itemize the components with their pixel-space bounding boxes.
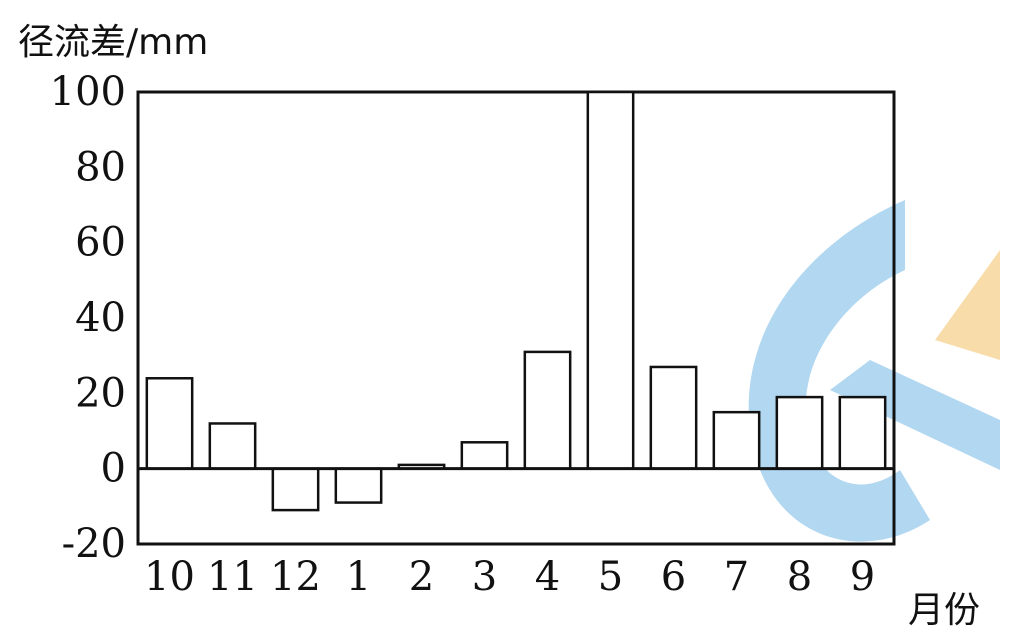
y-axis-ticks: 100 80 60 40 20 0 -20 <box>50 69 126 567</box>
bar-6 <box>649 365 698 470</box>
x-tick-label: 1 <box>346 554 371 600</box>
x-tick-label: 9 <box>850 554 875 600</box>
y-tick-label: 40 <box>75 295 126 341</box>
y-tick-label: 100 <box>50 69 126 115</box>
bar-4 <box>523 350 572 470</box>
x-axis-ticks: 10 11 12 1 2 3 4 5 6 7 8 9 <box>144 554 875 600</box>
x-axis-title: 月份 <box>908 590 980 631</box>
x-tick-label: 6 <box>661 554 686 600</box>
x-tick-label: 10 <box>144 554 195 600</box>
y-tick-label: 60 <box>75 220 126 266</box>
x-tick-label: 3 <box>472 554 497 600</box>
bar-8 <box>775 395 824 470</box>
bars-group <box>145 90 887 512</box>
bar-12 <box>271 467 320 512</box>
plot-frame <box>136 90 896 546</box>
bar-10 <box>145 377 194 470</box>
x-tick-label: 4 <box>535 554 560 600</box>
bar-11 <box>208 422 257 470</box>
bar-1 <box>334 467 383 504</box>
y-tick-label: 80 <box>75 144 126 190</box>
x-tick-label: 7 <box>724 554 749 600</box>
bar-5 <box>586 90 635 470</box>
bar-3 <box>460 441 509 470</box>
x-tick-label: 2 <box>409 554 434 600</box>
y-axis-title: 径流差/mm <box>18 22 208 63</box>
bar-9 <box>838 395 887 470</box>
x-tick-label: 12 <box>270 554 321 600</box>
y-tick-label: 20 <box>75 370 126 416</box>
x-tick-label: 5 <box>598 554 623 600</box>
x-tick-label: 8 <box>787 554 812 600</box>
watermark-logo <box>748 200 1000 542</box>
y-tick-label: -20 <box>62 521 126 567</box>
x-tick-label: 11 <box>207 554 258 600</box>
y-tick-label: 0 <box>101 446 126 492</box>
bar-7 <box>712 410 761 470</box>
